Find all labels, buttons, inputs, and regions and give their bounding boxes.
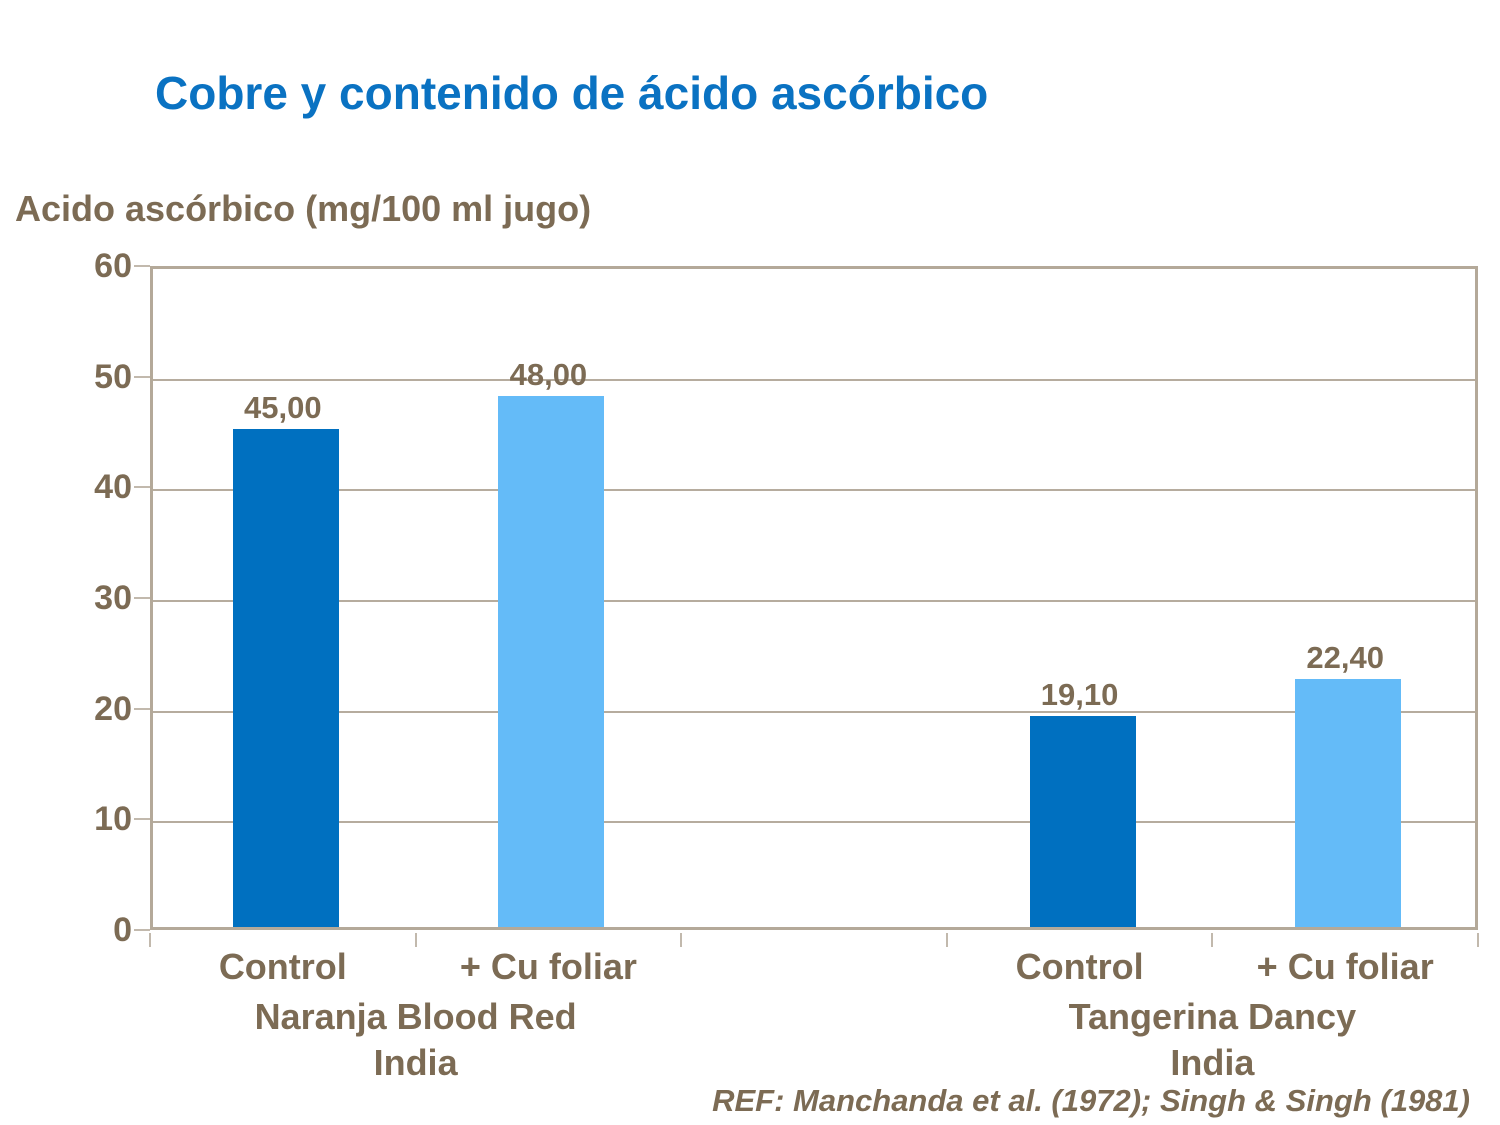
gridline-50 bbox=[153, 378, 1475, 381]
y-tick-mark bbox=[134, 707, 150, 710]
category-label: Control bbox=[1015, 946, 1144, 987]
y-tick-mark bbox=[134, 486, 150, 489]
category-label: Control bbox=[218, 946, 347, 987]
x-tick-mark bbox=[414, 933, 417, 947]
bar-+-cu-foliar bbox=[498, 395, 605, 927]
bar-value-label: 48,00 bbox=[509, 356, 588, 392]
y-tick-label: 0 bbox=[113, 911, 132, 949]
x-tick-mark bbox=[680, 933, 683, 947]
y-tick-label: 60 bbox=[94, 247, 132, 285]
group-label-line1: Tangerina Dancy bbox=[1068, 996, 1357, 1037]
y-tick-label: 10 bbox=[94, 800, 132, 839]
reference-citation: REF: Manchanda et al. (1972); Singh & Si… bbox=[712, 1083, 1470, 1118]
y-tick-label: 50 bbox=[94, 357, 132, 396]
bar-value-label: 45,00 bbox=[244, 390, 322, 425]
chart-title: Cobre y contenido de ácido ascórbico bbox=[155, 67, 989, 119]
bar-control bbox=[1029, 715, 1136, 927]
x-tick-mark bbox=[1477, 933, 1479, 947]
y-tick-label: 40 bbox=[94, 468, 132, 507]
plot-area bbox=[150, 266, 1478, 930]
y-axis-label: Acido ascórbico (mg/100 ml jugo) bbox=[15, 188, 592, 229]
y-tick-mark bbox=[134, 265, 150, 267]
y-tick-mark bbox=[134, 597, 150, 599]
category-label: + Cu foliar bbox=[459, 946, 637, 987]
y-tick-label: 20 bbox=[94, 689, 132, 728]
group-label-line2: India bbox=[1170, 1042, 1255, 1083]
gridline-20 bbox=[153, 710, 1475, 713]
bar-control bbox=[232, 429, 339, 927]
x-tick-mark bbox=[1211, 933, 1214, 947]
x-tick-mark bbox=[149, 933, 151, 947]
gridline-40 bbox=[153, 489, 1475, 492]
y-tick-mark bbox=[134, 929, 150, 931]
gridline-30 bbox=[153, 600, 1475, 602]
y-tick-label: 30 bbox=[94, 579, 132, 617]
bar-+-cu-foliar bbox=[1295, 679, 1402, 927]
group-label-line1: Naranja Blood Red bbox=[254, 996, 577, 1037]
y-tick-mark bbox=[134, 375, 150, 378]
y-tick-mark bbox=[134, 818, 150, 821]
bar-value-label: 22,40 bbox=[1306, 640, 1384, 676]
category-label: + Cu foliar bbox=[1256, 946, 1434, 987]
gridline-10 bbox=[153, 821, 1475, 824]
bar-value-label: 19,10 bbox=[1040, 676, 1119, 712]
group-label-line2: India bbox=[373, 1042, 458, 1083]
x-tick-mark bbox=[945, 933, 948, 947]
